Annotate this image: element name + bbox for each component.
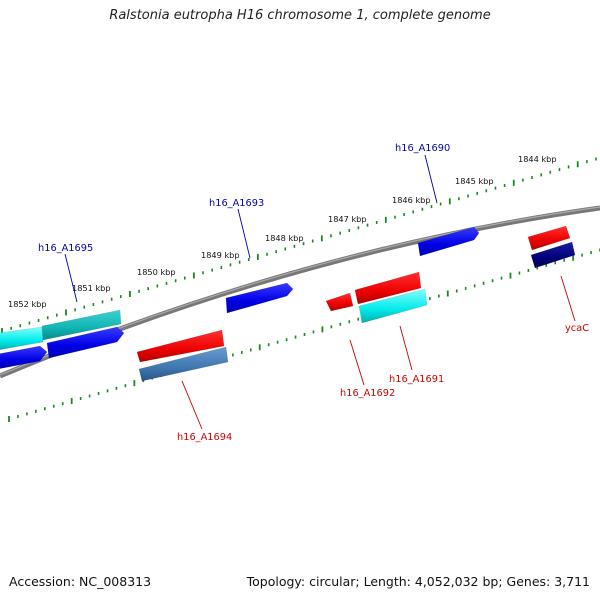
- gene-h16-A1690: [417, 226, 480, 257]
- gene-label-h16-a1691: h16_A1691: [389, 374, 444, 385]
- leader-line: [181, 380, 203, 430]
- gene-blue-left: [0, 345, 48, 369]
- gene-label-h16-a1690: h16_A1690: [395, 143, 450, 154]
- gene-h16-A1695: [46, 326, 125, 359]
- leader-line: [349, 339, 365, 386]
- gene-label-h16-a1693: h16_A1693: [209, 198, 264, 209]
- gene-ycaC: [527, 225, 571, 251]
- gene-label-h16-a1694: h16_A1694: [177, 432, 232, 443]
- gene-label-h16-a1692: h16_A1692: [340, 388, 395, 399]
- tick-label: 1850 kbp: [137, 267, 176, 277]
- outer-tick-ruler: [1, 157, 597, 334]
- tick-label: 1845 kbp: [455, 176, 494, 186]
- tick-labels: 1852 kbp 1851 kbp 1850 kbp 1849 kbp 1848 kbp…: [8, 154, 557, 309]
- accession-text: Accession: NC_008313: [9, 574, 152, 589]
- tick-label: 1852 kbp: [8, 299, 47, 309]
- gene-navy: [530, 241, 576, 269]
- gene-label-leaders: [64, 154, 576, 430]
- gene-teal: [41, 309, 122, 341]
- genome-title: Ralstonia eutropha H16 chromosome 1, com…: [109, 8, 491, 23]
- gene-labels: h16_A1695 h16_A1693 h16_A1690 h16_A1694 h16_…: [38, 143, 589, 443]
- leader-line: [560, 275, 576, 322]
- tick-label: 1846 kbp: [392, 195, 431, 205]
- gene-features: [0, 225, 576, 382]
- leader-line: [237, 208, 251, 259]
- gene-label-ycac: ycaC: [565, 323, 589, 334]
- tick-label: 1851 kbp: [72, 283, 111, 293]
- gene-h16-A1692: [325, 292, 354, 312]
- inner-tick-ruler: [8, 248, 600, 422]
- leader-line: [424, 154, 438, 204]
- leader-line: [64, 253, 78, 303]
- gene-cyan-left: [0, 326, 44, 350]
- genome-summary-text: Topology: circular; Length: 4,052,032 bp…: [246, 574, 590, 589]
- gene-cyan-right: [358, 288, 428, 324]
- gene-h16-A1693: [225, 282, 294, 314]
- gene-h16-A1694: [136, 329, 225, 363]
- gene-h16-A1691: [354, 271, 422, 305]
- tick-label: 1847 kbp: [328, 214, 367, 224]
- tick-label: 1844 kbp: [518, 154, 557, 164]
- gene-steel: [138, 346, 229, 382]
- leader-line: [399, 325, 413, 371]
- gene-label-h16-a1695: h16_A1695: [38, 243, 93, 254]
- tick-label: 1848 kbp: [265, 233, 304, 243]
- tick-label: 1849 kbp: [201, 250, 240, 260]
